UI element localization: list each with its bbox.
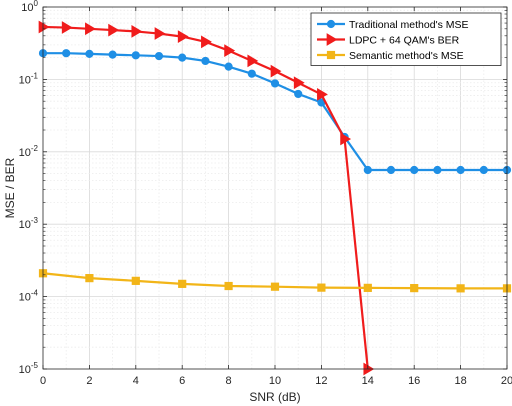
data-point — [293, 76, 305, 90]
y-tick-label: 10-4 — [19, 289, 39, 304]
data-point — [224, 44, 236, 57]
x-tick-label: 8 — [226, 375, 232, 387]
grid — [43, 7, 507, 369]
data-point — [410, 284, 419, 293]
series-1 — [38, 20, 375, 376]
series-layer — [38, 20, 512, 376]
y-tick-label: 100 — [21, 0, 38, 14]
x-tick-label: 10 — [269, 375, 281, 387]
data-point — [363, 165, 372, 175]
data-point — [154, 27, 166, 40]
x-tick-label: 6 — [179, 375, 185, 387]
data-point — [61, 21, 73, 34]
y-tick-label: 10-5 — [19, 361, 39, 376]
x-tick-label: 14 — [362, 375, 374, 387]
data-point — [247, 54, 259, 68]
y-tick-exponent: 0 — [34, 0, 39, 8]
data-point — [201, 56, 210, 66]
y-tick-base: 10 — [19, 364, 31, 376]
x-tick-label: 0 — [40, 375, 46, 387]
data-point — [108, 50, 117, 59]
data-point — [270, 64, 282, 78]
data-point — [386, 165, 396, 175]
y-tick-exponent: -5 — [31, 361, 39, 370]
data-point — [433, 165, 442, 175]
data-point — [340, 132, 352, 146]
y-tick-label: 10-3 — [19, 216, 39, 231]
data-point — [317, 88, 328, 101]
data-point — [363, 283, 372, 292]
axis-ticks — [42, 6, 508, 370]
data-point — [62, 49, 71, 58]
data-point — [178, 53, 187, 62]
data-point — [177, 30, 189, 43]
data-point — [270, 282, 280, 291]
data-point — [317, 283, 326, 292]
y-tick-base: 10 — [21, 2, 33, 14]
x-tick-label: 18 — [454, 375, 466, 387]
data-point — [38, 20, 50, 34]
x-axis-title: SNR (dB) — [249, 390, 300, 404]
x-tick-labels: 0 2 4 6 8 10 12 14 16 18 20 — [40, 375, 512, 387]
data-point — [178, 279, 187, 288]
x-tick-label: 20 — [501, 375, 512, 387]
y-tick-exponent: -2 — [31, 144, 39, 153]
y-tick-base: 10 — [19, 292, 31, 304]
data-point — [224, 281, 233, 291]
data-point — [224, 62, 233, 71]
legend-swatch-marker — [326, 33, 338, 46]
x-tick-label: 16 — [408, 375, 420, 387]
data-point — [85, 49, 94, 59]
x-tick-label: 2 — [86, 375, 92, 387]
y-tick-label: 10-2 — [19, 144, 39, 159]
y-tick-base: 10 — [19, 219, 31, 231]
y-tick-exponent: -4 — [31, 289, 39, 298]
data-point — [85, 274, 94, 283]
legend-label: Semantic method's MSE — [349, 50, 464, 62]
data-point — [247, 69, 256, 78]
data-point — [154, 51, 164, 61]
legend-swatch-marker — [326, 50, 336, 60]
x-tick-label: 12 — [315, 375, 327, 387]
data-point — [456, 284, 465, 293]
y-tick-base: 10 — [19, 74, 31, 86]
data-point — [410, 165, 419, 175]
legend-label: Traditional method's MSE — [349, 19, 469, 31]
data-point — [108, 23, 120, 37]
y-axis-title: MSE / BER — [3, 157, 17, 218]
y-tick-exponent: -1 — [31, 71, 39, 80]
data-point — [131, 276, 140, 285]
y-tick-label: 10-1 — [19, 71, 39, 86]
data-point — [270, 79, 280, 88]
legend: Traditional method's MSE LDPC + 64 QAM's … — [310, 12, 502, 66]
y-tick-exponent: -3 — [31, 216, 39, 225]
data-point — [456, 165, 465, 175]
data-point — [131, 51, 140, 60]
y-tick-base: 10 — [19, 147, 31, 159]
data-point — [294, 89, 303, 99]
data-point — [131, 25, 143, 38]
legend-label: LDPC + 64 QAM's BER — [349, 34, 460, 46]
data-point — [479, 165, 488, 175]
legend-swatch-marker — [326, 19, 336, 29]
data-point — [201, 35, 212, 49]
x-tick-label: 4 — [133, 375, 139, 387]
data-point — [85, 22, 96, 36]
